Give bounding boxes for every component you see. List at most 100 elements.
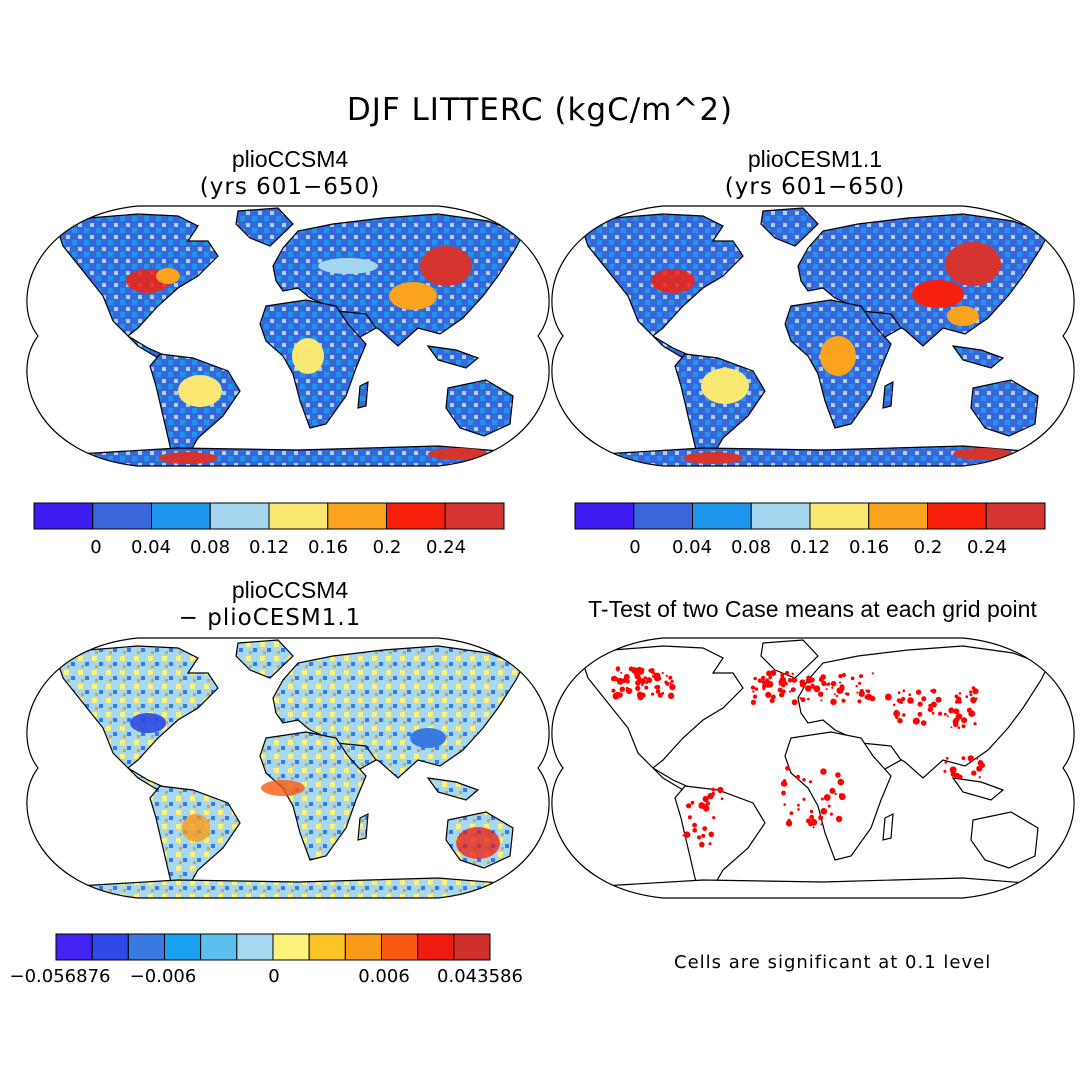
- significant-cell: [800, 697, 806, 703]
- significant-cell: [841, 673, 846, 677]
- significant-cell: [699, 841, 705, 848]
- significant-cell: [812, 826, 815, 829]
- significant-cell: [791, 677, 798, 683]
- significant-cell: [965, 695, 969, 699]
- significant-cell: [813, 685, 821, 693]
- tick-label: −0.006: [129, 966, 197, 987]
- significant-cell: [820, 699, 823, 702]
- significant-cell: [690, 800, 695, 805]
- significant-cell: [841, 698, 846, 703]
- significant-cell: [613, 676, 619, 682]
- colorbar-swatch: [985, 502, 1046, 530]
- significant-cell: [789, 690, 792, 693]
- significant-cell: [777, 687, 783, 693]
- colorbar-swatch: [444, 502, 505, 530]
- tick-label: 0.2: [372, 537, 402, 558]
- significant-cell: [810, 683, 815, 689]
- significant-cell: [818, 677, 824, 682]
- significant-cell: [762, 682, 765, 685]
- colorbar-swatch: [417, 933, 455, 961]
- significant-cell: [635, 685, 641, 691]
- significant-cell: [667, 692, 675, 699]
- colorbar-swatch: [91, 933, 129, 961]
- significant-cell: [955, 700, 959, 704]
- significant-cell: [973, 722, 977, 726]
- significant-cell: [769, 698, 775, 704]
- significant-cell: [902, 689, 906, 693]
- panel-subtitle-tl: (yrs 601−650): [199, 174, 381, 200]
- significant-cell: [646, 677, 653, 683]
- significant-cell: [661, 672, 664, 675]
- colorbar-swatch: [127, 933, 165, 961]
- significant-cell: [753, 676, 757, 681]
- significant-cell: [765, 691, 772, 698]
- significant-cell: [654, 685, 658, 689]
- significant-cell: [628, 666, 634, 672]
- significant-cell: [838, 674, 843, 679]
- significant-cell: [799, 681, 806, 688]
- significant-cell: [765, 678, 770, 683]
- colorbar-swatch: [308, 933, 346, 961]
- colorbar-swatch: [209, 502, 270, 530]
- significant-cell: [897, 718, 903, 724]
- significant-cell: [930, 701, 937, 708]
- map-panel-tl: [26, 205, 550, 467]
- significant-cell: [837, 778, 845, 786]
- figure-title: DJF LITTERC (kgC/m^2): [346, 92, 734, 128]
- colorbar-swatch: [574, 502, 635, 530]
- significant-cell: [908, 693, 912, 697]
- colorbar-swatch: [453, 933, 491, 961]
- significant-cell: [809, 809, 814, 814]
- colorbar-swatch: [868, 502, 928, 530]
- significant-cell: [807, 697, 810, 701]
- significant-cell: [785, 670, 790, 676]
- significant-cell: [791, 699, 798, 706]
- significant-cell: [977, 760, 984, 766]
- significant-cell: [950, 726, 953, 729]
- significant-cell: [884, 693, 892, 701]
- colorbar-swatch: [327, 502, 387, 530]
- significant-cell: [912, 717, 920, 725]
- significant-cell: [838, 793, 846, 801]
- significant-cell: [752, 694, 758, 699]
- significant-cell: [687, 815, 692, 820]
- significant-cell: [720, 797, 724, 800]
- significant-cell: [766, 670, 772, 677]
- colorbar-swatch: [272, 933, 310, 961]
- significant-cell: [757, 678, 762, 683]
- map-panel-bl: [26, 637, 550, 899]
- tick-label: 0.04: [130, 537, 172, 558]
- tick-label: 0.043586: [437, 966, 523, 987]
- significant-cell: [818, 815, 824, 821]
- significant-cell: [702, 826, 708, 831]
- significance-dots: [610, 666, 985, 848]
- significant-cell: [702, 795, 709, 803]
- significant-cell: [797, 803, 800, 807]
- ttest-note: Cells are significant at 0.1 level: [674, 952, 992, 973]
- tick-label: 0.08: [189, 537, 231, 558]
- significant-cell: [671, 686, 674, 690]
- significant-cell: [972, 688, 979, 695]
- significant-cell: [969, 690, 973, 694]
- significant-cell: [808, 780, 813, 784]
- significant-cell: [839, 686, 845, 692]
- colorbar-swatch: [55, 933, 93, 961]
- significant-cell: [784, 681, 788, 686]
- significant-cell: [827, 682, 831, 686]
- significant-cell: [651, 692, 655, 696]
- significant-cell: [855, 685, 858, 688]
- significant-cell: [865, 689, 869, 693]
- significant-cell: [961, 717, 968, 724]
- significant-cell: [808, 821, 814, 827]
- tick-label: 0.2: [913, 537, 943, 558]
- tick-label: 0.16: [848, 537, 890, 558]
- panel-title-bl: plioCCSM4: [231, 577, 349, 603]
- significant-cell: [780, 682, 786, 688]
- tick-label: 0: [90, 537, 102, 558]
- significant-cell: [670, 679, 674, 683]
- colorbar-swatch: [164, 933, 202, 961]
- significant-cell: [779, 692, 785, 698]
- significant-cell: [954, 717, 960, 723]
- colorbar-swatch: [809, 502, 870, 530]
- significant-cell: [897, 691, 901, 695]
